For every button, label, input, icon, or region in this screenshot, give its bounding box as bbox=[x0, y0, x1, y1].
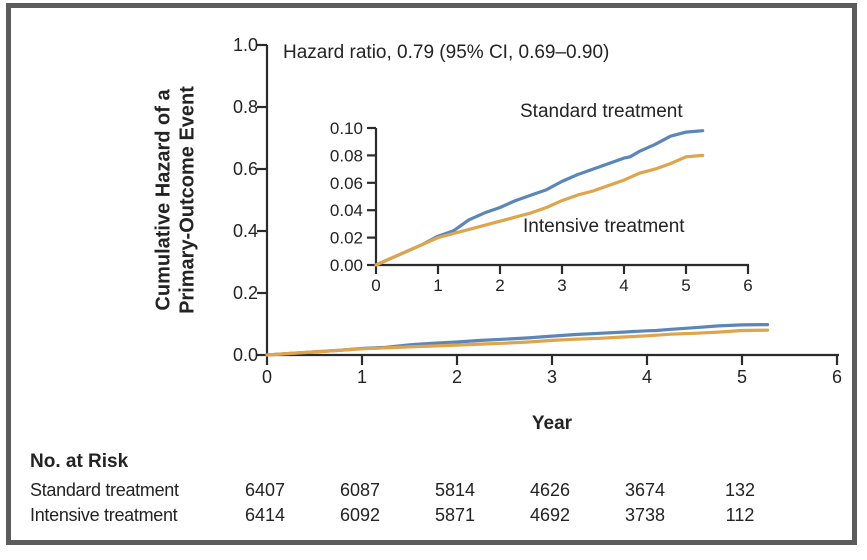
y-tick-label: 0.8 bbox=[233, 97, 258, 117]
x-tick-label: 2 bbox=[452, 367, 462, 387]
x-tick-label: 1 bbox=[433, 276, 442, 295]
y-tick-label: 0.00 bbox=[330, 256, 363, 275]
x-tick-label: 0 bbox=[262, 367, 272, 387]
x-tick-label: 5 bbox=[681, 276, 690, 295]
x-tick-label: 4 bbox=[642, 367, 652, 387]
y-tick-label: 0.10 bbox=[330, 119, 363, 138]
risk-value: 5814 bbox=[434, 480, 476, 500]
risk-row-label-intensive: Intensive treatment bbox=[30, 505, 178, 525]
main-plot: 0 1 2 3 4 5 6 0.0 0.2 0.4 0.6 0.8 1.0 bbox=[233, 35, 842, 387]
x-tick-label: 2 bbox=[495, 276, 504, 295]
risk-value: 6092 bbox=[339, 505, 381, 525]
risk-value: 6087 bbox=[339, 480, 381, 500]
hazard-ratio-annotation: Hazard ratio, 0.79 (95% CI, 0.69–0.90) bbox=[283, 42, 610, 63]
x-tick-label: 6 bbox=[743, 276, 752, 295]
risk-table-title: No. at Risk bbox=[30, 451, 129, 472]
risk-row-label-standard: Standard treatment bbox=[30, 480, 179, 500]
x-tick-label: 6 bbox=[832, 367, 842, 387]
x-tick-label: 5 bbox=[737, 367, 747, 387]
x-tick-label: 1 bbox=[357, 367, 367, 387]
risk-value: 4692 bbox=[529, 505, 571, 525]
risk-value: 6414 bbox=[244, 505, 286, 525]
y-tick-label: 0.2 bbox=[233, 283, 258, 303]
risk-value: 3674 bbox=[624, 480, 666, 500]
risk-value: 112 bbox=[725, 505, 755, 525]
y-tick-label: 0.06 bbox=[330, 174, 363, 193]
risk-value: 6407 bbox=[244, 480, 286, 500]
figure-frame bbox=[6, 3, 857, 545]
x-tick-label: 4 bbox=[619, 276, 628, 295]
inset-plot: 0 1 2 3 4 5 6 0.00 0.02 0.04 0.06 0.08 0.10 bbox=[330, 119, 753, 295]
y-axis-title: Cumulative Hazard of a Primary-Outcome E… bbox=[152, 86, 199, 314]
y-axis-title-line2: Primary-Outcome Event bbox=[176, 86, 198, 314]
y-tick-label: 0.0 bbox=[233, 345, 258, 365]
risk-value: 4626 bbox=[529, 480, 571, 500]
y-tick-label: 0.04 bbox=[330, 201, 363, 220]
x-tick-label: 3 bbox=[547, 367, 557, 387]
x-tick-label: 0 bbox=[371, 276, 380, 295]
risk-value: 132 bbox=[724, 480, 756, 500]
x-axis-title: Year bbox=[531, 413, 573, 434]
series-label-standard: Standard treatment bbox=[520, 101, 683, 122]
series-label-intensive: Intensive treatment bbox=[523, 216, 685, 237]
risk-value: 3738 bbox=[624, 505, 666, 525]
curve-intensive bbox=[265, 328, 770, 357]
y-axis-title-line1: Cumulative Hazard of a bbox=[152, 89, 175, 311]
y-tick-label: 0.4 bbox=[233, 221, 258, 241]
y-tick-label: 0.08 bbox=[330, 146, 363, 165]
y-tick-label: 0.6 bbox=[233, 159, 258, 179]
curve-intensive bbox=[374, 153, 705, 267]
y-tick-label: 1.0 bbox=[233, 35, 258, 55]
y-tick-label: 0.02 bbox=[330, 229, 363, 248]
x-tick-label: 3 bbox=[557, 276, 566, 295]
risk-value: 5871 bbox=[434, 505, 476, 525]
